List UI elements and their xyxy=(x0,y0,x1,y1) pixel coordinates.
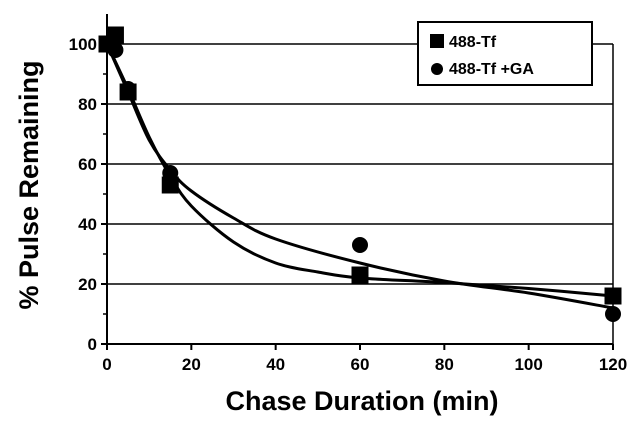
legend-box xyxy=(417,21,593,86)
x-tick-label-60: 60 xyxy=(351,355,370,374)
legend-square-icon xyxy=(430,34,444,48)
y-tick-label-20: 20 xyxy=(78,275,97,294)
x-tick-label-120: 120 xyxy=(599,355,627,374)
data-points xyxy=(98,26,622,322)
y-tick-label-60: 60 xyxy=(78,155,97,174)
square-point-2 xyxy=(119,83,137,101)
square-point-5 xyxy=(604,287,622,305)
x-tick-label-20: 20 xyxy=(182,355,201,374)
x-axis-title: Chase Duration (min) xyxy=(225,386,498,416)
legend-label-488-tf-ga: 488-Tf +GA xyxy=(449,61,534,78)
y-tick-label-80: 80 xyxy=(78,95,97,114)
legend-label-488-tf: 488-Tf xyxy=(449,34,497,51)
y-tick-label-40: 40 xyxy=(78,215,97,234)
y-axis-title: % Pulse Remaining xyxy=(14,60,44,309)
x-tick-label-80: 80 xyxy=(435,355,454,374)
square-point-1 xyxy=(106,26,124,44)
legend-marker-square xyxy=(430,34,444,48)
legend: 488-Tf 488-Tf +GA xyxy=(417,21,593,86)
fit-curves xyxy=(105,43,614,310)
square-point-3 xyxy=(161,176,179,194)
fit-curve-series-1 xyxy=(105,43,614,310)
tick-labels: 0 20 40 60 80 100 0 20 40 60 80 100 120 xyxy=(69,35,628,374)
legend-circle-icon xyxy=(431,63,443,75)
circle-point-4 xyxy=(352,237,368,253)
x-tick-label-0: 0 xyxy=(102,355,111,374)
legend-marker-circle xyxy=(431,63,443,75)
square-point-4 xyxy=(351,266,369,284)
grid-lines xyxy=(107,43,613,285)
y-tick-label-0: 0 xyxy=(88,335,97,354)
circle-point-5 xyxy=(605,306,621,322)
x-tick-label-40: 40 xyxy=(266,355,285,374)
x-tick-label-100: 100 xyxy=(514,355,542,374)
y-tick-label-100: 100 xyxy=(69,35,97,54)
